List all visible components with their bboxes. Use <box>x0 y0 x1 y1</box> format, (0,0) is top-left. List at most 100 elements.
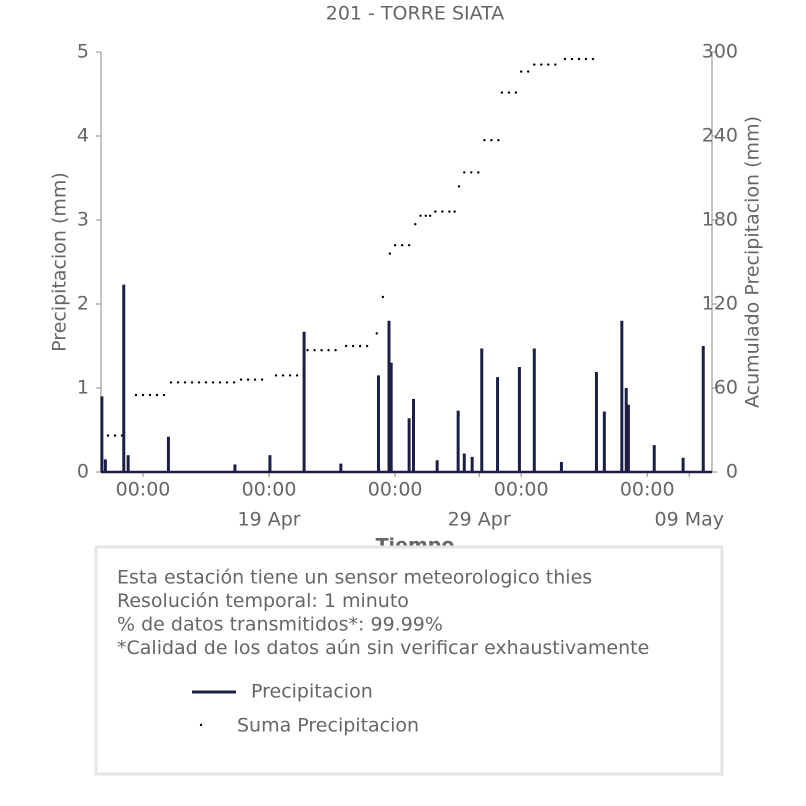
y2-tick-label: 300 <box>702 41 738 63</box>
sum-dot <box>519 70 523 73</box>
sum-dot <box>381 295 385 299</box>
sum-dot <box>547 63 550 66</box>
sum-dot <box>106 434 110 437</box>
sum-dot <box>500 91 504 94</box>
y-axis-title: Precipitacion (mm) <box>49 172 71 352</box>
sum-dot <box>155 393 159 397</box>
sum-dot <box>113 434 117 437</box>
sum-dot <box>563 57 567 61</box>
sum-dot <box>428 214 432 217</box>
sum-dot <box>497 139 500 142</box>
sum-dot <box>463 171 466 174</box>
sum-dot <box>577 57 581 61</box>
sum-dot <box>388 252 392 255</box>
sum-dot <box>120 434 124 437</box>
sum-dot <box>540 63 543 66</box>
sum-dot <box>197 381 201 384</box>
y-tick-label: 5 <box>77 41 89 63</box>
sum-dot <box>483 139 486 142</box>
annotation: % de datos transmitidos*: 99.99% <box>117 614 443 636</box>
x-tick-label: 00:00 <box>620 479 675 501</box>
sum-dot <box>424 214 427 217</box>
annotation: Esta estación tiene un sensor meteorolog… <box>117 567 592 589</box>
x-tick-label: 29 Apr <box>448 509 511 531</box>
sum-dot <box>225 381 229 384</box>
x-tick-label: 00:00 <box>368 479 423 501</box>
sum-dot <box>260 378 264 381</box>
sum-dot <box>441 210 444 213</box>
sum-dot <box>453 210 456 213</box>
sum-dot <box>434 210 437 213</box>
sum-dot <box>306 349 309 352</box>
sum-dot <box>313 349 316 352</box>
y2-tick-label: 120 <box>702 293 738 315</box>
sum-dot <box>351 344 355 348</box>
x-tick-label: 00:00 <box>494 479 549 501</box>
sum-dot <box>239 378 243 381</box>
sum-dot <box>358 344 362 348</box>
chart-title: 201 - TORRE SIATA <box>326 3 505 25</box>
x-tick-label: 00:00 <box>242 479 297 501</box>
y2-tick-label: 240 <box>702 125 738 147</box>
sum-dot <box>533 63 536 66</box>
sum-dot <box>327 349 330 352</box>
legend-label: Precipitacion <box>251 681 373 703</box>
x-tick-label: 00:00 <box>116 479 171 501</box>
legend-label: Suma Precipitacion <box>237 715 419 737</box>
sum-dot <box>218 381 222 384</box>
y2-axis-title: Acumulado Precipitacion (mm) <box>742 116 764 408</box>
sum-dot <box>554 63 557 66</box>
sum-dot <box>470 171 473 174</box>
sum-dot <box>288 374 292 377</box>
sum-dot <box>375 332 378 335</box>
sum-dot <box>514 91 518 94</box>
legend-box <box>94 545 724 776</box>
sum-dot <box>162 393 166 397</box>
sum-dot <box>190 381 194 384</box>
y2-tick-label: 180 <box>702 209 738 231</box>
y-tick-label: 2 <box>77 293 89 315</box>
sum-dot <box>591 57 595 61</box>
sum-dot <box>253 378 257 381</box>
y-tick-label: 1 <box>77 377 89 399</box>
sum-dot <box>457 185 461 188</box>
sum-dot <box>570 57 574 61</box>
y-tick-label: 4 <box>77 125 89 147</box>
sum-dot <box>477 171 480 174</box>
annotation: *Calidad de los datos aún sin verificar … <box>117 637 649 659</box>
x-tick-label: 09 May <box>654 509 724 531</box>
sum-dot <box>134 393 138 397</box>
sum-dot <box>414 223 417 226</box>
sum-dot <box>148 393 152 397</box>
sum-dot <box>584 57 588 61</box>
sum-dot <box>274 374 278 377</box>
sum-dot <box>320 349 323 352</box>
sum-dot <box>400 244 404 247</box>
legend-dot <box>199 723 203 727</box>
sum-dot <box>393 244 397 247</box>
annotation: Resolución temporal: 1 minuto <box>117 590 409 612</box>
sum-dot <box>211 381 215 384</box>
y-tick-label: 3 <box>77 209 89 231</box>
sum-dot <box>419 214 422 217</box>
sum-dot <box>176 381 180 384</box>
sum-dot <box>232 381 236 384</box>
sum-dot <box>344 344 348 348</box>
sum-dot <box>526 70 530 73</box>
y-tick-label: 0 <box>77 461 89 483</box>
sum-dot <box>407 244 411 247</box>
y2-tick-label: 0 <box>726 461 738 483</box>
sum-dot <box>507 91 511 94</box>
sum-dot <box>204 381 208 384</box>
sum-dot <box>141 393 145 397</box>
sum-dot <box>334 349 337 352</box>
sum-dot <box>169 381 173 384</box>
sum-dot <box>281 374 285 377</box>
sum-dot <box>295 374 299 377</box>
sum-dot <box>246 378 250 381</box>
sum-dot <box>490 139 493 142</box>
sum-dot <box>183 381 187 384</box>
sum-dot <box>448 210 451 213</box>
x-tick-label: 19 Apr <box>238 509 301 531</box>
